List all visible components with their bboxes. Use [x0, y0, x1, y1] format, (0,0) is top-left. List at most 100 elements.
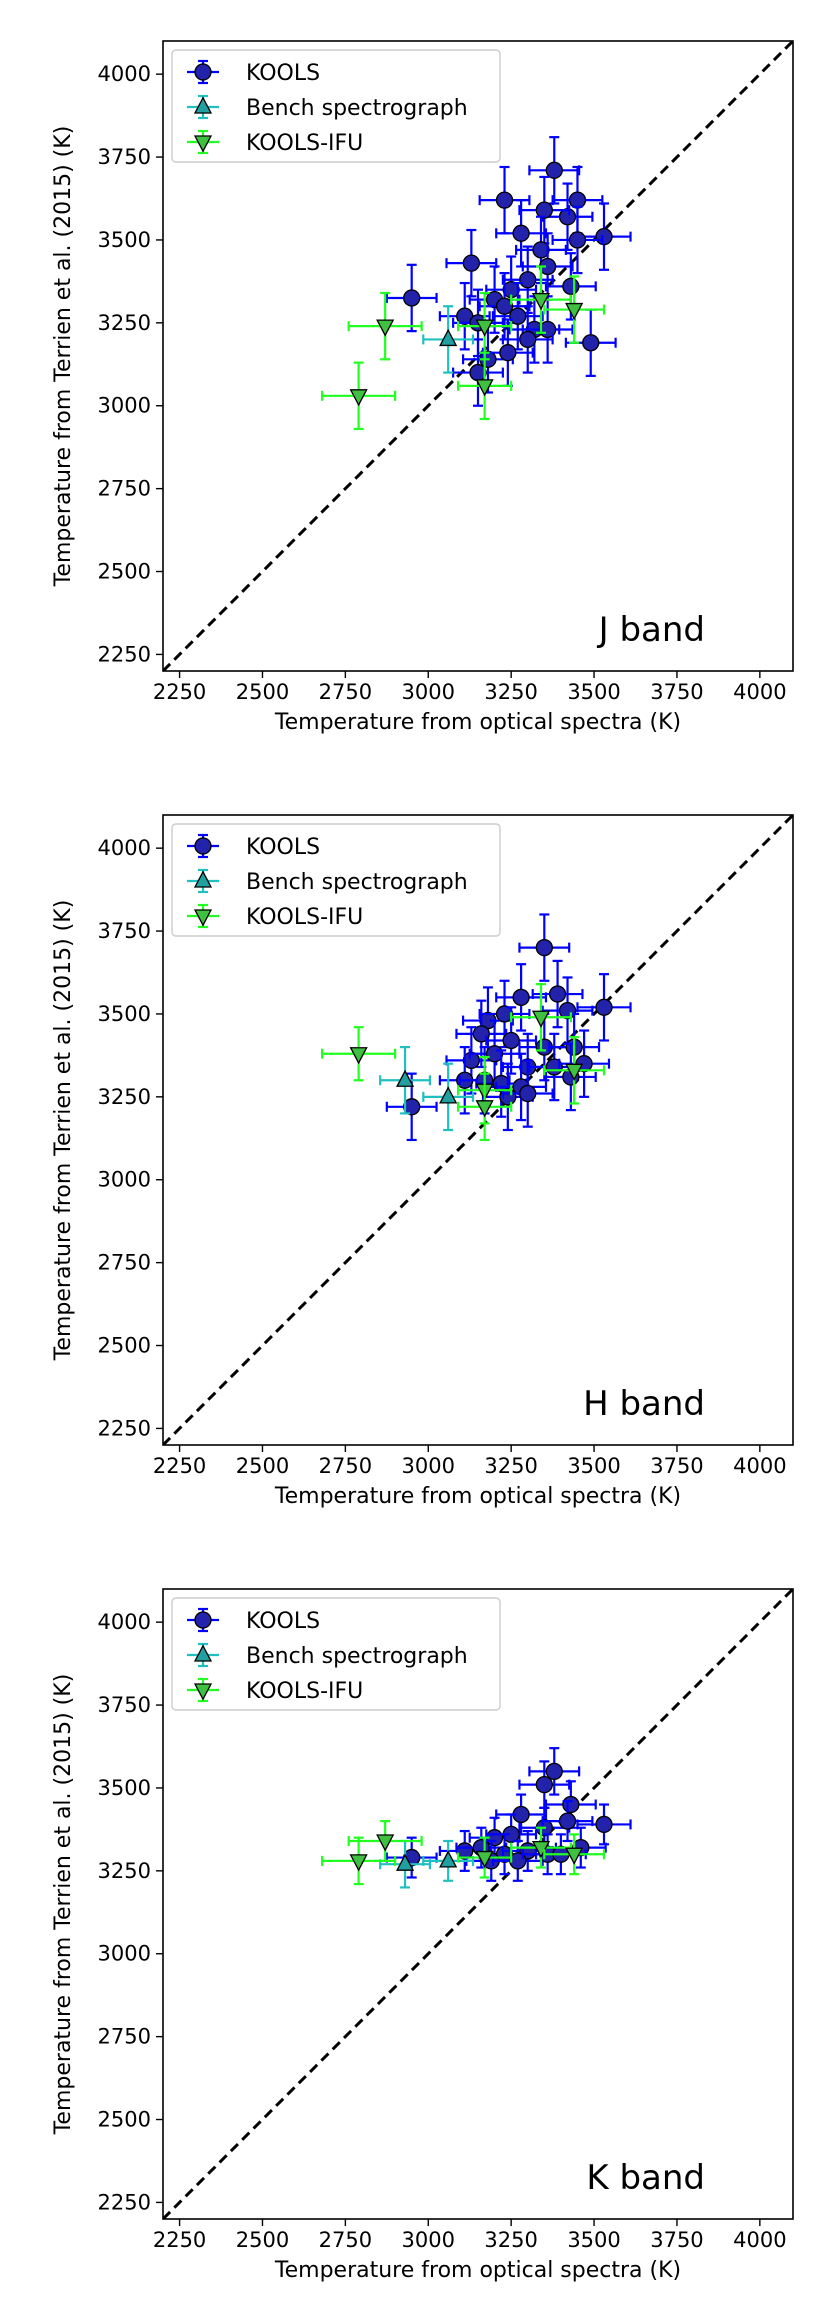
legend-label: Bench spectrograph	[246, 1644, 468, 1669]
x-tick-label: 2500	[236, 680, 289, 704]
legend-entry-bench-spectrograph: Bench spectrograph	[187, 868, 468, 895]
data-marker	[439, 328, 458, 347]
data-point	[541, 976, 594, 1045]
legend-label: KOOLS	[246, 1609, 320, 1634]
x-tick-label: 2500	[236, 1454, 289, 1478]
data-marker	[565, 1847, 584, 1865]
y-tick-label: 2250	[98, 642, 151, 666]
y-tick-label: 2250	[98, 1416, 151, 1440]
data-point	[457, 291, 513, 361]
y-axis-label: Temperature from Terrien et al. (2015) (…	[51, 900, 76, 1362]
legend-label: KOOLS	[246, 61, 320, 86]
x-tick-label: 3000	[402, 680, 455, 704]
data-point	[379, 1046, 432, 1115]
h-band-panel: 2250 2500 2750 3000 3250 3500 3750 4000 2250 2500…	[0, 774, 830, 1548]
j-band-chart: 2250 2500 2750 3000 3250 3500 3750 4000 2250 2500…	[51, 40, 794, 735]
data-point	[321, 1836, 397, 1886]
legend: KOOLS Bench spectrograph KOOLS-IFU	[171, 823, 501, 937]
reference-line-y-equals-x	[163, 41, 793, 671]
data-marker	[502, 1031, 520, 1050]
legend-marker	[193, 1683, 213, 1701]
data-marker	[376, 1834, 395, 1852]
data-marker	[582, 334, 600, 352]
data-marker	[462, 254, 481, 272]
data-marker	[565, 1063, 584, 1081]
panel-label: K band	[586, 2158, 705, 2198]
data-point	[510, 265, 572, 334]
data-point	[438, 281, 491, 351]
data-point	[321, 1026, 397, 1082]
data-point	[457, 1836, 513, 1879]
legend-entry-kools-ifu: KOOLS-IFU	[187, 129, 363, 156]
plot-frame	[162, 1588, 794, 2220]
data-marker	[519, 330, 537, 349]
data-marker	[512, 224, 530, 242]
data-marker	[535, 1775, 553, 1794]
legend-marker	[193, 1644, 213, 1662]
y-tick-label: 2500	[98, 560, 151, 584]
x-tick-label: 3500	[567, 680, 620, 704]
panel-label: J band	[597, 610, 705, 650]
data-marker	[531, 292, 551, 311]
plot-area	[321, 913, 632, 1142]
y-tick-label: 3500	[98, 1776, 151, 1800]
data-marker	[349, 1854, 368, 1872]
data-marker	[395, 1069, 415, 1087]
data-point	[457, 351, 513, 421]
data-marker	[439, 1850, 458, 1868]
x-tick-label: 4000	[733, 2228, 786, 2252]
data-point	[347, 291, 423, 361]
data-point	[518, 175, 571, 245]
data-point	[452, 338, 504, 407]
j-band-panel: 2250 2500 2750 3000 3250 3500 3750 4000 2250 2500…	[0, 0, 830, 774]
data-marker	[558, 208, 577, 226]
data-point	[528, 136, 581, 205]
h-band-chart: 2250 2500 2750 3000 3250 3500 3750 4000 2250 2500…	[51, 814, 794, 1509]
plot-frame	[162, 40, 794, 672]
data-point	[501, 1059, 554, 1128]
x-tick-label: 3750	[650, 680, 703, 704]
x-tick-label: 2750	[319, 2228, 372, 2252]
plot-area	[321, 136, 632, 431]
data-marker	[558, 1812, 577, 1830]
x-axis-label: Temperature from optical spectra (K)	[274, 1484, 681, 1509]
data-marker	[565, 302, 584, 321]
y-axis-label: Temperature from Terrien et al. (2015) (…	[51, 126, 76, 588]
legend-entry-kools: KOOLS	[187, 59, 320, 86]
data-point	[541, 1800, 594, 1843]
data-point	[457, 1072, 513, 1142]
legend-entry-kools: KOOLS	[187, 833, 320, 860]
data-point	[551, 205, 604, 275]
y-tick-label: 3500	[98, 1002, 151, 1026]
y-tick-label: 3750	[98, 919, 151, 943]
x-tick-label: 3500	[567, 1454, 620, 1478]
data-marker	[475, 1850, 494, 1869]
data-point	[385, 1072, 438, 1142]
data-marker	[495, 297, 514, 315]
x-axis-label: Temperature from optical spectra (K)	[274, 710, 681, 735]
legend-entry-kools: KOOLS	[187, 1607, 320, 1634]
data-marker	[531, 1840, 551, 1859]
data-marker	[535, 938, 553, 957]
data-point	[518, 1760, 571, 1809]
data-point	[576, 1803, 632, 1846]
y-tick-label: 3250	[98, 1859, 151, 1883]
data-marker	[495, 191, 514, 209]
data-point	[510, 983, 572, 1052]
data-marker	[519, 271, 537, 289]
data-marker	[532, 241, 550, 259]
data-marker	[349, 1047, 368, 1065]
y-tick-label: 2750	[98, 477, 151, 501]
legend-label: Bench spectrograph	[246, 870, 468, 895]
data-marker	[475, 379, 494, 397]
legend-label: KOOLS-IFU	[246, 905, 363, 930]
legend-label: KOOLS-IFU	[246, 1679, 363, 1704]
data-point	[321, 361, 397, 431]
data-point	[528, 1747, 581, 1796]
x-tick-label: 4000	[733, 680, 786, 704]
x-tick-label: 2750	[319, 1454, 372, 1478]
data-marker	[545, 1762, 563, 1781]
y-tick-label: 3500	[98, 228, 151, 252]
legend-marker	[194, 63, 212, 81]
data-point	[347, 1820, 423, 1862]
